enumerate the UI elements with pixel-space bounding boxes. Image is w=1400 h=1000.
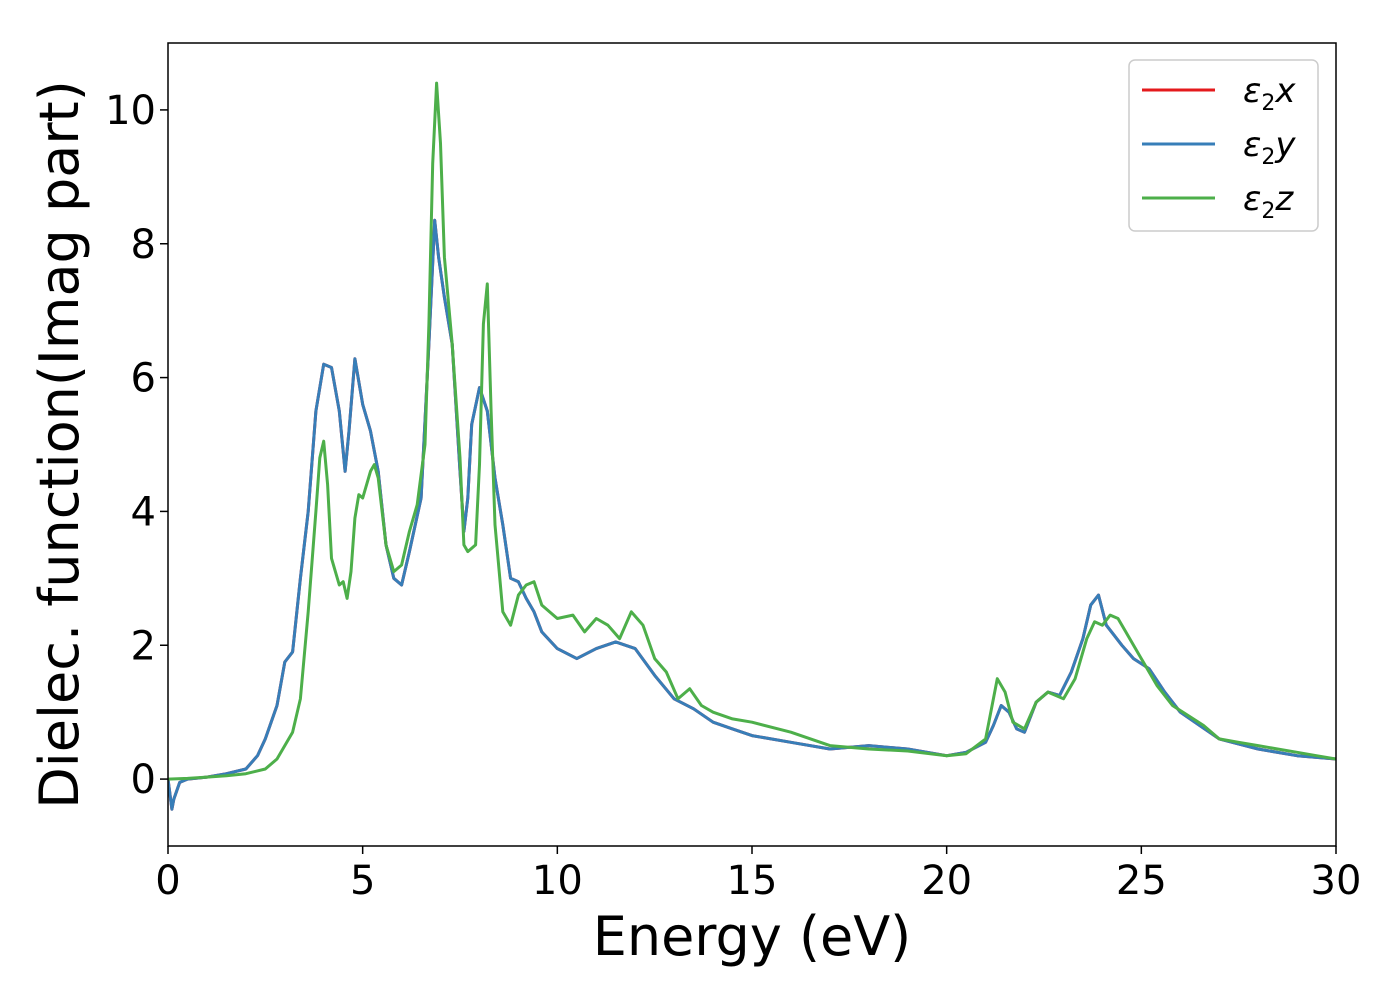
y-tick-label: 8 <box>131 222 156 268</box>
x-tick-label: 15 <box>727 858 778 904</box>
series-layer <box>168 81 1336 811</box>
x-tick-label: 20 <box>921 858 972 904</box>
legend: ε2x ε2y ε2z <box>1128 59 1319 232</box>
y-tick-label: 2 <box>131 623 156 669</box>
y-axis-title: Dielec. function(Imag part) <box>28 80 91 809</box>
y-tick-label: 4 <box>131 489 156 535</box>
x-tick-label: 0 <box>155 858 180 904</box>
legend-label-z: ε2z <box>1243 179 1294 224</box>
x-axis-title: Energy (eV) <box>593 905 912 968</box>
y-ticks: 0 2 4 6 8 10 <box>105 88 168 803</box>
legend-box <box>1128 59 1319 232</box>
y-tick-label: 0 <box>131 757 156 803</box>
series-line-z <box>168 81 1336 781</box>
legend-label-y: ε2y <box>1243 125 1296 170</box>
y-tick-label: 10 <box>105 88 156 134</box>
x-tick-label: 10 <box>532 858 583 904</box>
y-tick-label: 6 <box>131 356 156 402</box>
x-tick-label: 25 <box>1116 858 1167 904</box>
x-tick-label: 30 <box>1311 858 1362 904</box>
legend-label-x: ε2x <box>1243 71 1296 116</box>
x-ticks: 0 5 10 15 20 25 30 <box>155 846 1361 904</box>
x-tick-label: 5 <box>350 858 375 904</box>
